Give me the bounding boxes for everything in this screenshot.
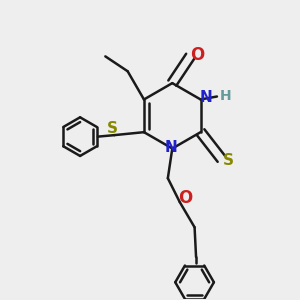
Text: H: H	[220, 88, 232, 103]
Text: S: S	[107, 121, 118, 136]
Text: S: S	[223, 153, 233, 168]
Text: O: O	[190, 46, 205, 64]
Text: N: N	[200, 91, 212, 106]
Text: O: O	[178, 189, 192, 207]
Text: N: N	[164, 140, 177, 154]
